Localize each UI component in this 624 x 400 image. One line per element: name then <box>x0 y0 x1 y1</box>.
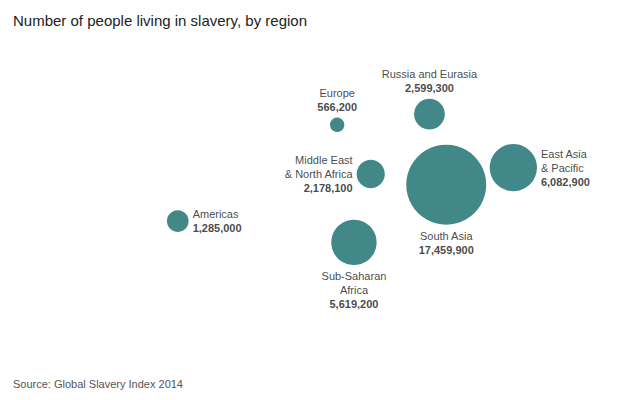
svg-text:& North Africa: & North Africa <box>285 168 354 180</box>
svg-text:2,178,100: 2,178,100 <box>304 182 353 194</box>
svg-text:East Asia: East Asia <box>541 148 588 160</box>
svg-text:Source: Global Slavery Index 2: Source: Global Slavery Index 2014 <box>13 378 183 390</box>
svg-text:Sub-Saharan: Sub-Saharan <box>322 270 387 282</box>
svg-text:2,599,300: 2,599,300 <box>405 82 454 94</box>
svg-text:Europe: Europe <box>319 87 354 99</box>
svg-text:566,200: 566,200 <box>317 101 357 113</box>
svg-text:Middle East: Middle East <box>295 154 352 166</box>
svg-text:Russia and Eurasia: Russia and Eurasia <box>382 68 478 80</box>
svg-text:Africa: Africa <box>340 284 369 296</box>
svg-text:South Asia: South Asia <box>420 230 473 242</box>
svg-text:1,285,000: 1,285,000 <box>193 222 242 234</box>
svg-text:& Pacific: & Pacific <box>541 162 584 174</box>
svg-text:17,459,900: 17,459,900 <box>419 244 474 256</box>
svg-text:Americas: Americas <box>193 208 239 220</box>
svg-text:6,082,900: 6,082,900 <box>541 176 590 188</box>
svg-text:5,619,200: 5,619,200 <box>329 298 378 310</box>
svg-text:Number of people living in sla: Number of people living in slavery, by r… <box>13 12 307 29</box>
